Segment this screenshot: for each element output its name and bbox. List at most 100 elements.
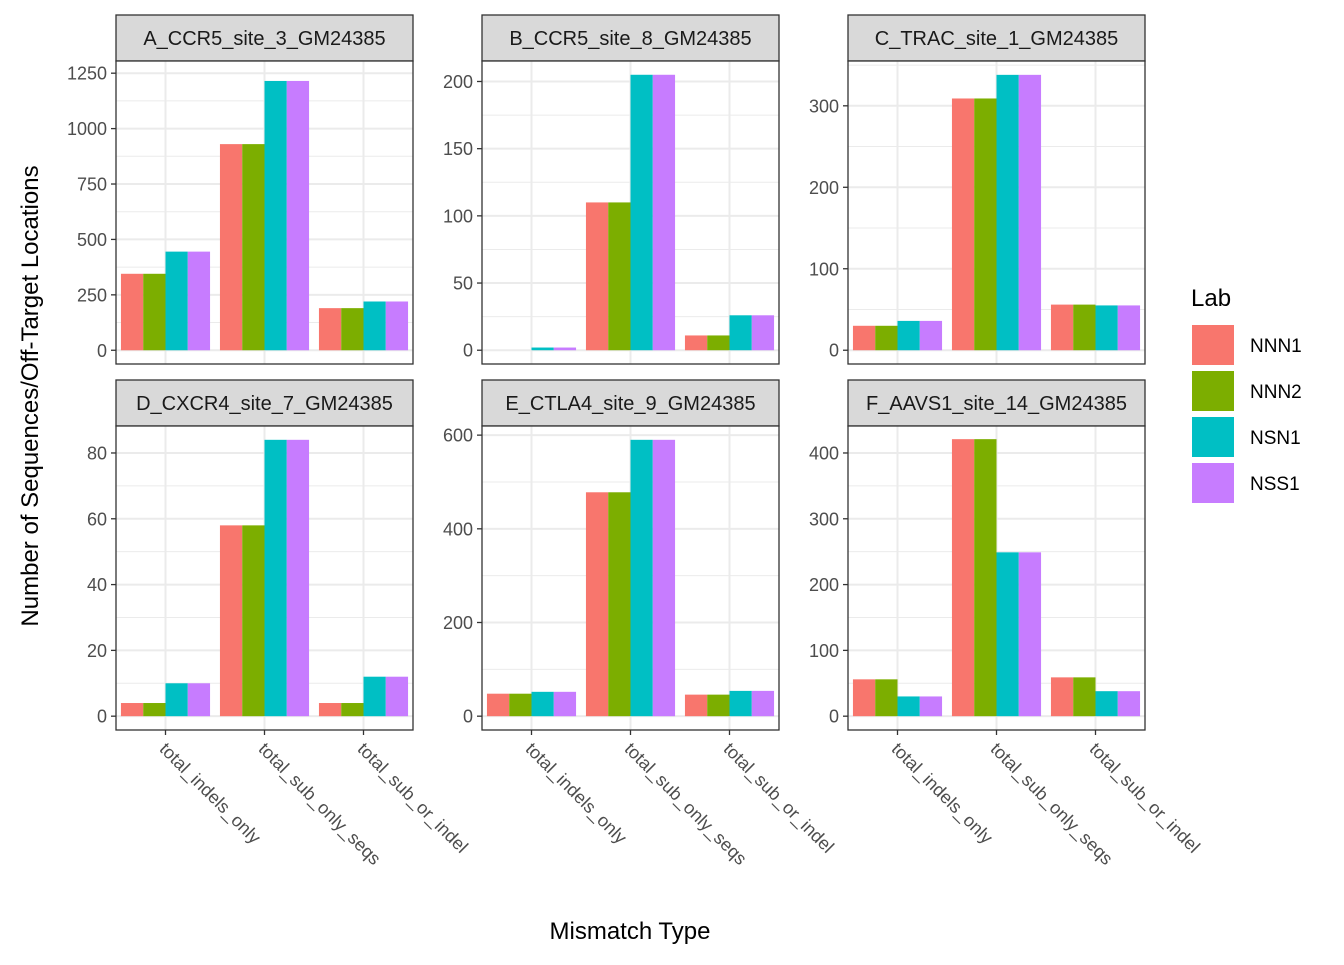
bar-nss1: [553, 347, 577, 351]
bar-nss1: [919, 696, 943, 717]
facet-panel: A_CCR5_site_3_GM24385 0 250 500 750 1000 1250: [67, 14, 414, 365]
bar-nnn2: [242, 144, 265, 351]
bar-nnn1: [1050, 304, 1074, 351]
y-tick-label: 0: [463, 341, 473, 361]
bar-nsn1: [897, 696, 920, 717]
facet-panel: B_CCR5_site_8_GM24385 0 50 100 150 200: [443, 14, 780, 365]
legend-label: NSN1: [1250, 428, 1301, 449]
facet-panel: F_AAVS1_site_14_GM24385 0 100 200 300 400 tota…: [809, 379, 1204, 870]
bar-nsn1: [363, 676, 386, 717]
bar-nss1: [1117, 305, 1141, 351]
y-tick-label: 1250: [67, 64, 107, 84]
facet-strip: [481, 14, 780, 62]
bar-nss1: [187, 251, 211, 351]
facet-strip: [115, 379, 414, 427]
legend-label: NSS1: [1250, 474, 1300, 495]
facet-title: B_CCR5_site_8_GM24385: [509, 28, 751, 50]
bar-nnn1: [852, 325, 876, 351]
legend-label: NNN1: [1250, 336, 1302, 357]
y-tick-label: 0: [463, 707, 473, 727]
y-tick-label: 0: [829, 707, 839, 727]
bar-nnn2: [608, 492, 631, 717]
legend-key-nnn2: [1192, 371, 1234, 411]
bar-nnn1: [684, 335, 708, 351]
bar-nsn1: [630, 439, 653, 717]
bar-nnn1: [486, 693, 510, 717]
bar-nnn2: [509, 693, 532, 717]
panel-border: [481, 60, 780, 365]
x-axis-title: Mismatch Type: [550, 918, 711, 945]
legend-key-nsn1: [1192, 417, 1234, 457]
facet-strip: [481, 379, 780, 427]
bar-nnn1: [219, 525, 243, 717]
bar-nss1: [751, 315, 775, 351]
y-axis-title: Number of Sequences/Off-Target Locations: [17, 165, 44, 626]
y-tick-label: 200: [809, 575, 839, 595]
panel-border: [115, 60, 414, 365]
bar-nsn1: [363, 301, 386, 351]
bar-nss1: [1117, 691, 1141, 717]
bar-nnn1: [120, 703, 144, 717]
y-tick-label: 80: [87, 443, 107, 463]
bar-nsn1: [165, 683, 188, 717]
bar-nnn2: [341, 308, 364, 351]
y-tick-label: 500: [77, 230, 107, 250]
facet-title: E_CTLA4_site_9_GM24385: [505, 393, 755, 415]
bar-nsn1: [729, 690, 752, 717]
y-tick-label: 400: [443, 519, 473, 539]
bar-nsn1: [996, 552, 1019, 717]
y-tick-label: 50: [453, 274, 473, 294]
bar-nnn1: [585, 202, 609, 351]
facet-strip: [115, 14, 414, 62]
bar-nss1: [385, 301, 409, 351]
bar-nnn1: [684, 694, 708, 717]
y-tick-label: 100: [443, 206, 473, 226]
y-tick-label: 0: [829, 341, 839, 361]
bar-nsn1: [630, 74, 653, 351]
facet-strip: [847, 14, 1146, 62]
y-tick-label: 100: [809, 641, 839, 661]
facet-title: C_TRAC_site_1_GM24385: [875, 28, 1118, 50]
bar-nss1: [553, 691, 577, 717]
bar-nnn1: [1050, 677, 1074, 717]
x-tick-label: total_indels_only: [887, 739, 997, 849]
y-tick-label: 200: [443, 613, 473, 633]
x-tick-label: total_indels_only: [521, 739, 631, 849]
bar-nnn2: [1073, 304, 1096, 351]
bar-nnn1: [120, 273, 144, 351]
bar-nnn2: [341, 703, 364, 717]
panel-border: [847, 60, 1146, 365]
bar-nsn1: [165, 251, 188, 351]
y-tick-label: 100: [809, 259, 839, 279]
bar-nnn2: [707, 335, 730, 351]
bar-nsn1: [729, 315, 752, 351]
y-tick-label: 150: [443, 139, 473, 159]
bar-nsn1: [264, 439, 287, 717]
bar-nsn1: [531, 347, 554, 351]
bar-nss1: [652, 439, 676, 717]
bar-nnn1: [951, 98, 975, 351]
y-tick-label: 200: [443, 72, 473, 92]
bar-nsn1: [264, 80, 287, 351]
y-tick-label: 1000: [67, 119, 107, 139]
y-tick-label: 250: [77, 285, 107, 305]
bar-nnn2: [1073, 677, 1096, 717]
legend-label: NNN2: [1250, 382, 1302, 403]
bar-nnn2: [143, 273, 166, 351]
bar-nnn1: [219, 144, 243, 351]
bar-nsn1: [996, 74, 1019, 351]
facet-title: D_CXCR4_site_7_GM24385: [136, 393, 393, 415]
legend-title: Lab: [1191, 285, 1231, 312]
bar-nnn1: [318, 703, 342, 717]
bar-nss1: [286, 439, 310, 717]
y-tick-label: 0: [97, 707, 107, 727]
legend-key-nnn1: [1192, 325, 1234, 365]
panels-layer: A_CCR5_site_3_GM24385025050075010001250B…: [67, 14, 1204, 870]
bar-nsn1: [1095, 691, 1118, 717]
y-tick-label: 60: [87, 509, 107, 529]
bar-nss1: [1018, 74, 1042, 351]
y-tick-label: 600: [443, 426, 473, 446]
bar-nnn1: [585, 492, 609, 717]
bar-nnn1: [852, 679, 876, 717]
